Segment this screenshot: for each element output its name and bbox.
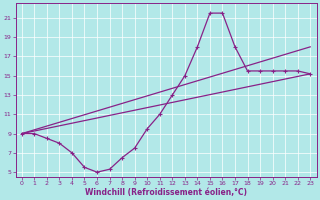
X-axis label: Windchill (Refroidissement éolien,°C): Windchill (Refroidissement éolien,°C) <box>85 188 247 197</box>
